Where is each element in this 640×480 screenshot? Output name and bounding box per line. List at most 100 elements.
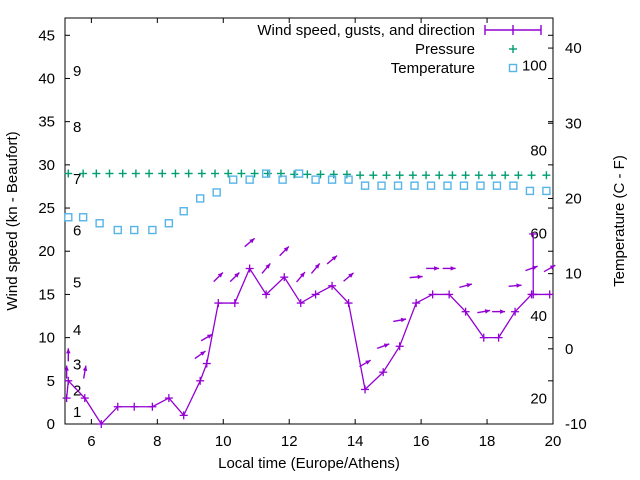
x-tick-label: 18 — [479, 433, 496, 450]
temperature-marker — [525, 186, 535, 196]
temperature-marker — [344, 175, 353, 184]
wind-speed-marker — [164, 394, 173, 403]
wind-speed-marker — [64, 376, 73, 385]
pressure-marker — [422, 171, 431, 180]
x-tick-label: 6 — [87, 433, 95, 450]
wind-direction-arrow — [310, 262, 321, 274]
wind-speed-marker — [97, 420, 106, 428]
y-tick-label: 25 — [38, 200, 55, 217]
pressure-marker — [211, 169, 220, 178]
pressure-marker — [79, 169, 88, 178]
y2-tick-label: -10 — [565, 416, 587, 433]
wind-direction-arrow — [459, 283, 473, 289]
wind-direction-arrow — [326, 255, 338, 265]
x-tick-label: 14 — [347, 433, 364, 450]
x-axis-title: Local time (Europe/Athens) — [218, 455, 400, 472]
pressure-marker — [250, 169, 259, 178]
y-axis-title: Wind speed (kn - Beaufort) — [4, 131, 21, 310]
wind-direction-arrow — [409, 274, 423, 280]
y2-tick-label: 30 — [565, 115, 582, 132]
y-tick-label: 15 — [38, 286, 55, 303]
wind-direction-arrow — [296, 271, 306, 283]
wind-speed-marker — [461, 307, 470, 316]
temperature-marker — [410, 181, 419, 190]
chart-legend: Wind speed, gusts, and direction Pressure… — [257, 22, 542, 77]
temperature-marker — [245, 175, 254, 184]
temperature-marker — [95, 219, 104, 228]
pressure-marker — [158, 169, 167, 178]
wind-direction-arrow — [229, 271, 240, 283]
fahrenheit-label: 100 — [522, 58, 547, 75]
wind-direction-arrow — [376, 343, 390, 350]
x-tick-label: 12 — [281, 433, 298, 450]
pressure-marker — [408, 171, 417, 180]
pressure-marker — [290, 170, 299, 179]
y-tick-label: 40 — [38, 70, 55, 87]
wind-direction-arrow — [82, 365, 88, 379]
temperature-marker — [377, 181, 386, 190]
y2-tick-label: 40 — [565, 40, 582, 57]
pressure-marker — [64, 169, 73, 178]
pressure-marker — [329, 170, 338, 179]
wind-direction-arrow — [508, 283, 522, 288]
temperature-marker — [360, 181, 370, 190]
pressure-marker — [303, 170, 312, 179]
legend-label: Wind speed, gusts, and direction — [257, 22, 475, 39]
wind-speed-marker — [494, 333, 503, 342]
beaufort-label: 6 — [73, 223, 81, 240]
x-tick-label: 16 — [413, 433, 430, 450]
y-tick-label: 35 — [38, 114, 55, 131]
temperature-marker — [311, 175, 320, 184]
wind-speed-marker — [545, 290, 554, 299]
wind-speed-marker — [379, 368, 388, 377]
temperature-marker — [164, 219, 174, 228]
temperature-marker — [179, 207, 188, 216]
x-tick-label: 8 — [153, 433, 161, 450]
pressure-marker — [527, 171, 536, 180]
pressure-marker — [448, 171, 457, 180]
y-tick-label: 0 — [47, 416, 55, 433]
wind-direction-arrow — [543, 264, 556, 273]
temperature-marker — [327, 175, 337, 184]
pressure-marker — [342, 170, 351, 179]
temperature-marker — [294, 169, 304, 178]
wind-direction-arrow — [64, 365, 69, 379]
wind-speed-marker — [428, 290, 437, 299]
temperature-marker — [459, 181, 469, 190]
series-pressure — [64, 169, 551, 180]
wind-speed-marker — [445, 290, 454, 299]
wind-speed-marker — [280, 273, 289, 282]
wind-speed-marker — [148, 402, 157, 411]
wind-direction-arrow — [343, 272, 354, 282]
pressure-marker — [145, 169, 154, 178]
temperature-marker — [148, 225, 157, 235]
y-tick-label: 5 — [47, 373, 55, 390]
wind-gust-errorbar — [529, 233, 538, 296]
wind-speed-marker — [395, 342, 404, 351]
pressure-marker — [488, 171, 496, 180]
y-tick-label: 30 — [38, 157, 55, 174]
y-tick-label: 20 — [38, 243, 55, 260]
temperature-marker — [212, 188, 221, 197]
temperature-marker — [476, 181, 485, 190]
y2-axis-ticks: -10 0 10 20 30 40 — [548, 40, 587, 433]
temperature-marker — [443, 181, 452, 190]
temperature-marker — [130, 225, 139, 235]
beaufort-label: 4 — [73, 322, 81, 339]
wind-direction-arrow — [492, 309, 506, 314]
legend-label: Temperature — [391, 60, 475, 77]
pressure-marker — [435, 171, 444, 180]
temperature-marker — [426, 181, 436, 190]
wind-direction-arrow — [261, 262, 271, 274]
temperature-marker — [113, 225, 122, 235]
temperature-marker — [78, 213, 88, 222]
fahrenheit-label: 60 — [530, 225, 547, 242]
wind-speed-marker — [344, 299, 353, 308]
wind-direction-arrow — [194, 350, 206, 360]
temperature-marker — [393, 181, 403, 190]
pressure-marker — [514, 171, 523, 180]
fahrenheit-label: 40 — [530, 308, 547, 325]
